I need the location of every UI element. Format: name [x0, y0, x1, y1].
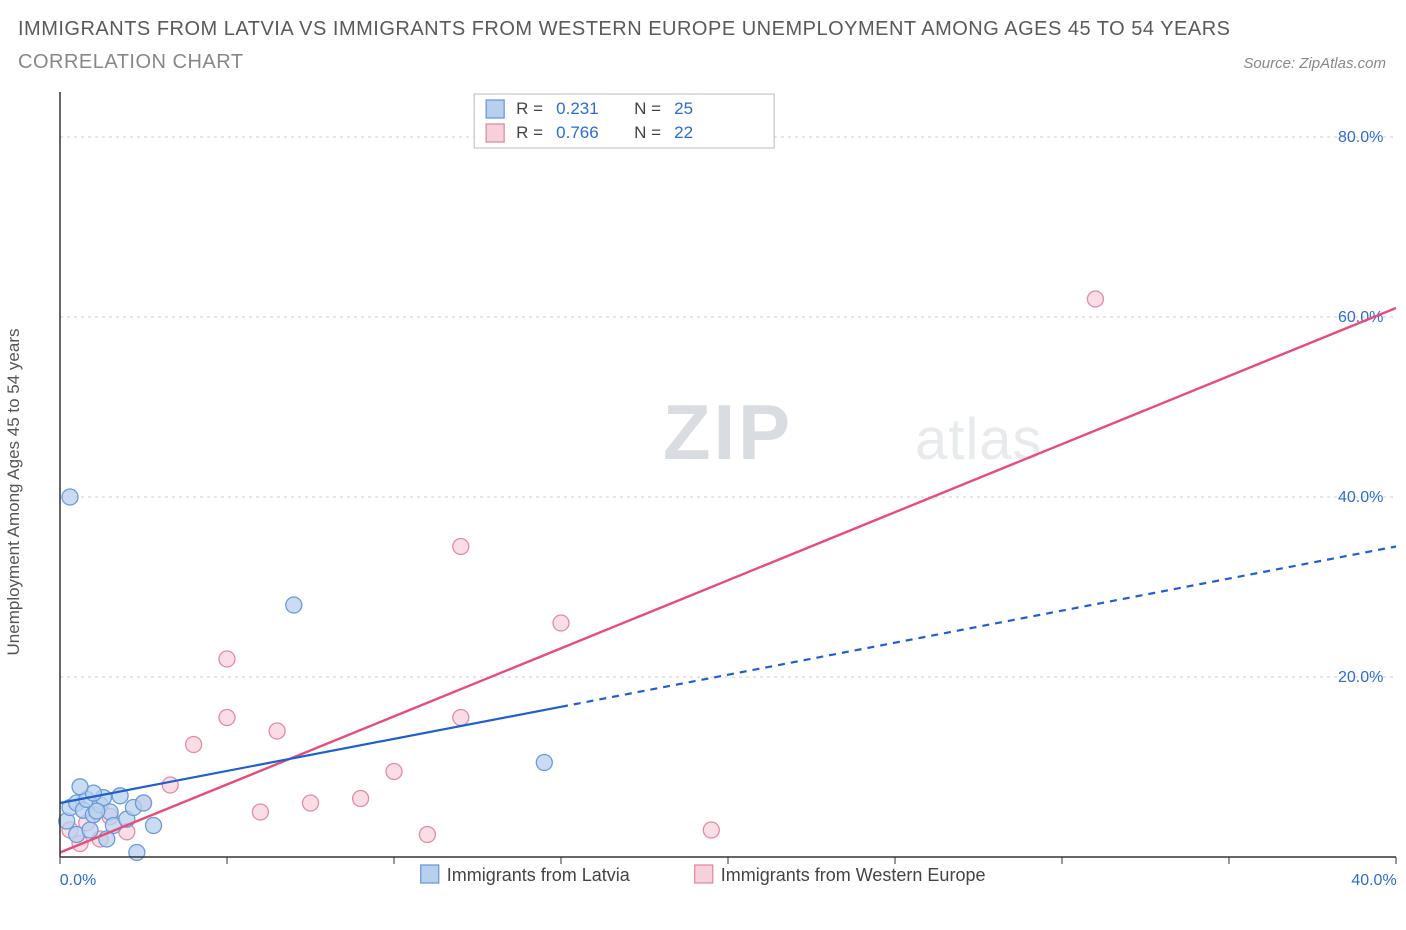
- legend-n-value: 22: [674, 123, 693, 142]
- bottom-legend-swatch: [695, 865, 713, 883]
- legend-r-label: R =: [516, 99, 543, 118]
- bottom-legend-label: Immigrants from Western Europe: [721, 865, 986, 885]
- pink-point: [453, 710, 469, 726]
- source-prefix: Source:: [1243, 55, 1299, 72]
- pink-point: [219, 651, 235, 667]
- blue-point: [136, 795, 152, 811]
- blue-point: [82, 822, 98, 838]
- legend-r-value: 0.766: [556, 123, 599, 142]
- blue-trend-solid: [60, 707, 561, 803]
- bottom-legend-swatch: [421, 865, 439, 883]
- y-axis-label: Unemployment Among Ages 45 to 54 years: [4, 329, 24, 656]
- blue-point: [146, 818, 162, 834]
- pink-point: [162, 777, 178, 793]
- legend-swatch: [486, 124, 504, 142]
- y-tick-label: 20.0%: [1338, 669, 1383, 686]
- svg-text:atlas: atlas: [915, 407, 1043, 472]
- pink-point: [553, 615, 569, 631]
- pink-point: [353, 791, 369, 807]
- legend-n-label: N =: [634, 99, 661, 118]
- blue-point: [286, 597, 302, 613]
- bottom-legend-label: Immigrants from Latvia: [447, 865, 631, 885]
- watermark: ZIP atlas: [663, 388, 1043, 476]
- legend-r-label: R =: [516, 123, 543, 142]
- svg-text:ZIP: ZIP: [663, 388, 793, 476]
- legend-n-label: N =: [634, 123, 661, 142]
- blue-point: [72, 779, 88, 795]
- correlation-chart: 20.0%40.0%60.0%80.0%ZIPatlas0.0%40.0%R =…: [0, 82, 1406, 902]
- pink-point: [386, 764, 402, 780]
- source-name: ZipAtlas.com: [1299, 55, 1386, 72]
- blue-point: [536, 755, 552, 771]
- legend-swatch: [486, 100, 504, 118]
- chart-title: IMMIGRANTS FROM LATVIA VS IMMIGRANTS FRO…: [18, 18, 1406, 41]
- pink-point: [1087, 291, 1103, 307]
- x-tick-label: 0.0%: [60, 872, 96, 889]
- pink-point: [303, 795, 319, 811]
- chart-subtitle: CORRELATION CHART: [18, 51, 244, 74]
- legend-r-value: 0.231: [556, 99, 599, 118]
- legend-n-value: 25: [674, 99, 693, 118]
- y-tick-label: 40.0%: [1338, 489, 1383, 506]
- blue-point: [62, 489, 78, 505]
- pink-point: [252, 804, 268, 820]
- blue-point: [89, 803, 105, 819]
- pink-point: [269, 723, 285, 739]
- blue-trend-dashed: [561, 547, 1396, 707]
- pink-point: [453, 539, 469, 555]
- x-tick-label: 40.0%: [1351, 872, 1396, 889]
- pink-point: [703, 822, 719, 838]
- pink-point: [186, 737, 202, 753]
- pink-point: [219, 710, 235, 726]
- y-tick-label: 80.0%: [1338, 129, 1383, 146]
- pink-point: [419, 827, 435, 843]
- source-credit: Source: ZipAtlas.com: [1243, 55, 1386, 72]
- blue-point: [129, 845, 145, 861]
